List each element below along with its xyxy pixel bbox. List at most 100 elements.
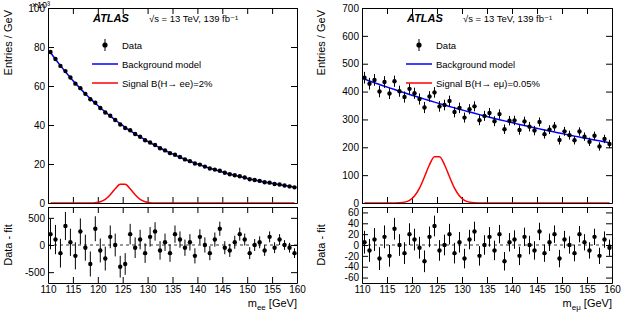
data-point xyxy=(417,246,421,250)
data-point xyxy=(367,248,371,252)
tick xyxy=(537,197,538,203)
data-point xyxy=(103,256,107,260)
tick-mark xyxy=(487,277,488,283)
data-point xyxy=(537,120,541,124)
tick: 40 xyxy=(348,218,368,229)
tick-mark xyxy=(272,277,273,283)
tick-mark xyxy=(606,203,612,204)
data-point xyxy=(392,227,396,231)
tick-mark xyxy=(462,207,463,213)
line-series xyxy=(365,79,610,143)
tick-label: 40 xyxy=(348,218,360,229)
tick xyxy=(587,207,588,213)
tick-label: 115 xyxy=(65,284,81,295)
tick-label: -60 xyxy=(345,272,360,283)
tick-mark xyxy=(562,277,563,283)
data-point xyxy=(73,254,77,258)
plot-area xyxy=(362,72,611,203)
legend-label: Signal B(H→ eμ)=0.05% xyxy=(436,78,541,89)
data-point xyxy=(257,240,261,244)
tick-mark xyxy=(247,8,248,14)
tick-mark xyxy=(247,277,248,283)
data-point xyxy=(88,262,92,266)
data-point xyxy=(123,262,127,266)
tick xyxy=(606,203,612,204)
data-point xyxy=(472,104,476,108)
tick xyxy=(462,207,463,213)
tick: -500 xyxy=(25,267,54,278)
tick-label: 155 xyxy=(264,284,281,295)
tick-mark xyxy=(437,277,438,283)
data-point xyxy=(188,240,192,244)
data-point xyxy=(607,246,611,250)
data-point xyxy=(83,246,87,250)
annotation: ATLAS xyxy=(92,12,130,24)
data-point xyxy=(53,57,57,61)
tick: 60 xyxy=(348,207,368,218)
plot-area xyxy=(48,212,296,278)
tick-mark xyxy=(197,207,198,213)
annotation: √s = 13 TeV, 139 fb⁻¹ xyxy=(463,13,552,24)
data-point xyxy=(93,101,97,105)
data-point xyxy=(277,237,281,241)
tick: 150 xyxy=(239,277,256,295)
main-panel: 020406080100Entries / GeVATLAS√s = 13 Te… xyxy=(2,0,298,209)
data-point xyxy=(552,124,556,128)
tick-mark xyxy=(123,277,124,283)
tick-mark xyxy=(537,207,538,213)
data-point xyxy=(208,166,212,170)
tick: 40 xyxy=(34,120,54,131)
axis-line xyxy=(297,208,298,284)
data-point xyxy=(143,251,147,255)
tick: 130 xyxy=(140,277,157,295)
data-point xyxy=(68,75,72,79)
data-point xyxy=(223,171,227,175)
data-point xyxy=(233,240,237,244)
data-point xyxy=(262,180,266,184)
tick-mark xyxy=(606,36,612,37)
tick xyxy=(247,8,248,14)
tick-mark xyxy=(606,256,612,257)
tick xyxy=(587,8,588,14)
data-point xyxy=(238,174,242,178)
annotation: ×10³ xyxy=(32,0,50,10)
tick-label: -40 xyxy=(345,261,360,272)
tick xyxy=(562,8,563,14)
tick: 155 xyxy=(579,277,596,295)
data-point xyxy=(168,151,172,155)
residual-panel: 110115120125130135140145150155160-500050… xyxy=(2,207,306,312)
data-point xyxy=(487,111,491,115)
data-point xyxy=(407,232,411,236)
data-point xyxy=(233,173,237,177)
data-point xyxy=(572,138,576,142)
tick xyxy=(606,64,612,65)
data-point xyxy=(108,235,112,239)
data-point xyxy=(148,235,152,239)
tick: 500 xyxy=(342,58,368,69)
data-point xyxy=(108,114,112,118)
tick xyxy=(123,197,124,203)
tick xyxy=(537,207,538,213)
data-point xyxy=(128,232,132,236)
tick-label: 160 xyxy=(289,284,306,295)
data-point xyxy=(562,129,566,133)
tick-mark xyxy=(562,8,563,14)
tick-label: 300 xyxy=(342,114,359,125)
data-point xyxy=(462,115,466,119)
data-point xyxy=(173,152,177,156)
data-point xyxy=(153,143,157,147)
plot-area xyxy=(48,50,296,203)
tick-mark xyxy=(387,207,388,213)
data-point xyxy=(243,237,247,241)
tick-label: 130 xyxy=(140,284,157,295)
data-point xyxy=(367,82,371,86)
tick-mark xyxy=(606,223,612,224)
tick-mark xyxy=(362,147,368,148)
y-axis-right xyxy=(606,9,613,204)
tick-mark xyxy=(412,207,413,213)
tick-label: 125 xyxy=(429,284,446,295)
y-axis-title: Data - fit xyxy=(2,224,14,266)
data-point xyxy=(422,105,426,109)
data-point xyxy=(522,119,526,123)
data-point xyxy=(502,127,506,131)
